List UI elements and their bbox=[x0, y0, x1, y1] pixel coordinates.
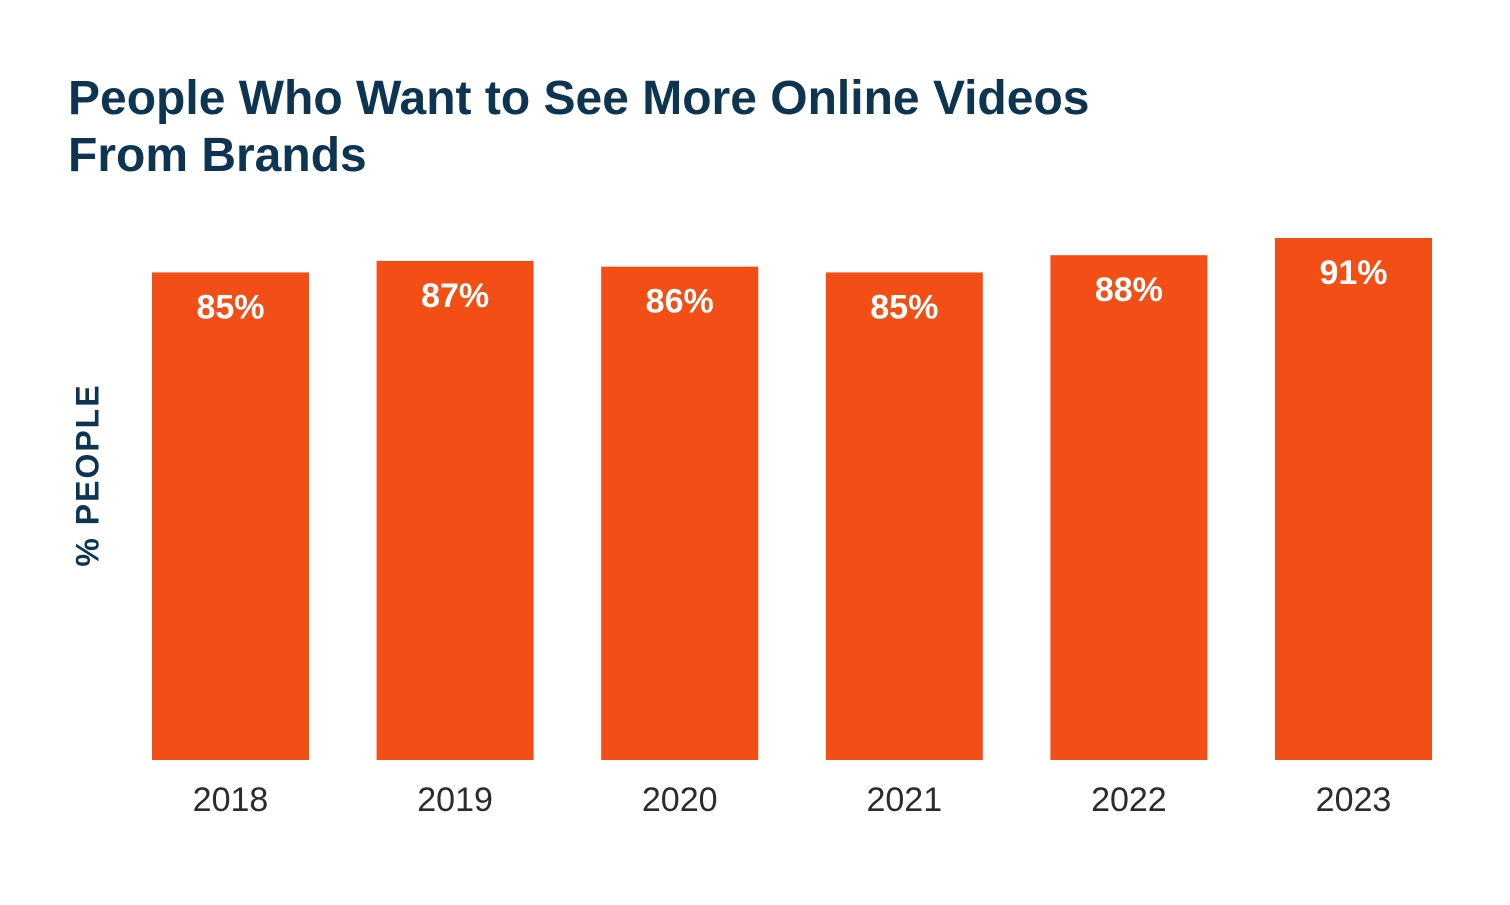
x-tick-label-2023: 2023 bbox=[1316, 781, 1392, 819]
data-label-2019: 87% bbox=[421, 277, 489, 315]
chart-title-line-2: From Brands bbox=[68, 129, 367, 182]
x-tick-label-2020: 2020 bbox=[642, 781, 718, 819]
x-tick-label-2022: 2022 bbox=[1091, 781, 1167, 819]
data-label-2018: 85% bbox=[196, 288, 264, 326]
data-label-2020: 86% bbox=[646, 283, 714, 321]
data-label-2022: 88% bbox=[1095, 271, 1163, 309]
bar-2021 bbox=[825, 272, 983, 760]
x-tick-label-2018: 2018 bbox=[193, 781, 269, 819]
bar-2020 bbox=[601, 266, 759, 760]
x-tick-label-2019: 2019 bbox=[417, 781, 493, 819]
data-label-2021: 85% bbox=[870, 288, 938, 326]
x-tick-label-2021: 2021 bbox=[866, 781, 942, 819]
data-label-2023: 91% bbox=[1319, 254, 1387, 292]
bar-2018 bbox=[152, 272, 309, 760]
bar-2022 bbox=[1050, 255, 1208, 760]
bar-2019 bbox=[376, 260, 534, 760]
bar-2023 bbox=[1275, 238, 1432, 760]
chart-title: People Who Want to See More Online Video… bbox=[68, 70, 1368, 184]
chart-title-line-1: People Who Want to See More Online Video… bbox=[68, 72, 1090, 125]
